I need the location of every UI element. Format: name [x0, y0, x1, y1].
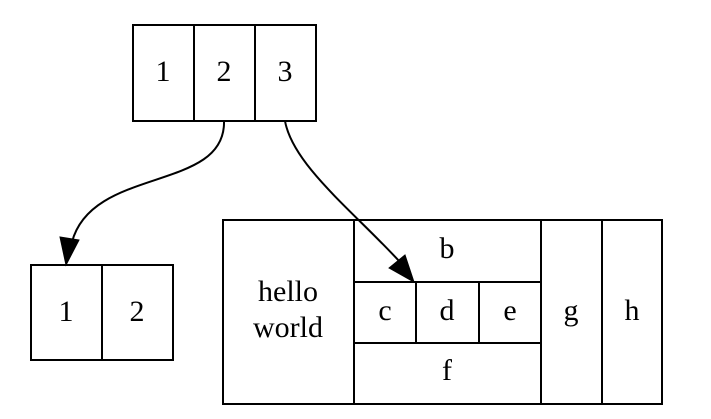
edges	[59, 120, 415, 284]
edge-struct1-2-to-struct2-1-arrowhead	[59, 236, 80, 267]
struct3-node: hello world b c d e f g h	[222, 219, 663, 405]
struct3-world-label: world	[253, 311, 323, 344]
struct3-g-cell	[540, 219, 603, 405]
struct3-g-label: g	[564, 294, 579, 327]
struct2-field-2-label: 2	[130, 295, 145, 328]
struct3-b-label: b	[440, 232, 455, 265]
struct3-h-label: h	[625, 294, 640, 327]
struct3-b-cell	[353, 219, 542, 283]
edge-struct1-3-to-struct3-d-arrowhead	[388, 254, 415, 284]
struct2-field-1-label: 1	[59, 295, 74, 328]
struct3-hello-world-cell	[222, 219, 355, 405]
struct3-d-label: d	[440, 294, 455, 327]
struct1-field-1	[132, 24, 195, 122]
struct2-field-2	[101, 264, 174, 361]
struct3-e-label: e	[503, 294, 516, 327]
struct3-c-label: c	[378, 294, 391, 327]
edge-struct1-3-to-struct3-d	[284, 120, 401, 263]
struct3-hello-label: hello	[258, 275, 318, 308]
struct3-d-cell	[415, 281, 480, 344]
struct3-h-cell	[601, 219, 663, 405]
struct3-f-label: f	[442, 354, 452, 387]
struct3-f-cell	[353, 342, 542, 405]
struct2-node: 1 2	[30, 264, 174, 361]
struct1-field-2	[193, 24, 256, 122]
struct1-field-3-label: 3	[278, 55, 293, 88]
struct1-field-2-label: 2	[217, 55, 232, 88]
struct1-node: 1 2 3	[132, 24, 317, 122]
struct1-field-1-label: 1	[156, 55, 171, 88]
edge-struct1-2-to-struct2-1	[71, 120, 226, 243]
